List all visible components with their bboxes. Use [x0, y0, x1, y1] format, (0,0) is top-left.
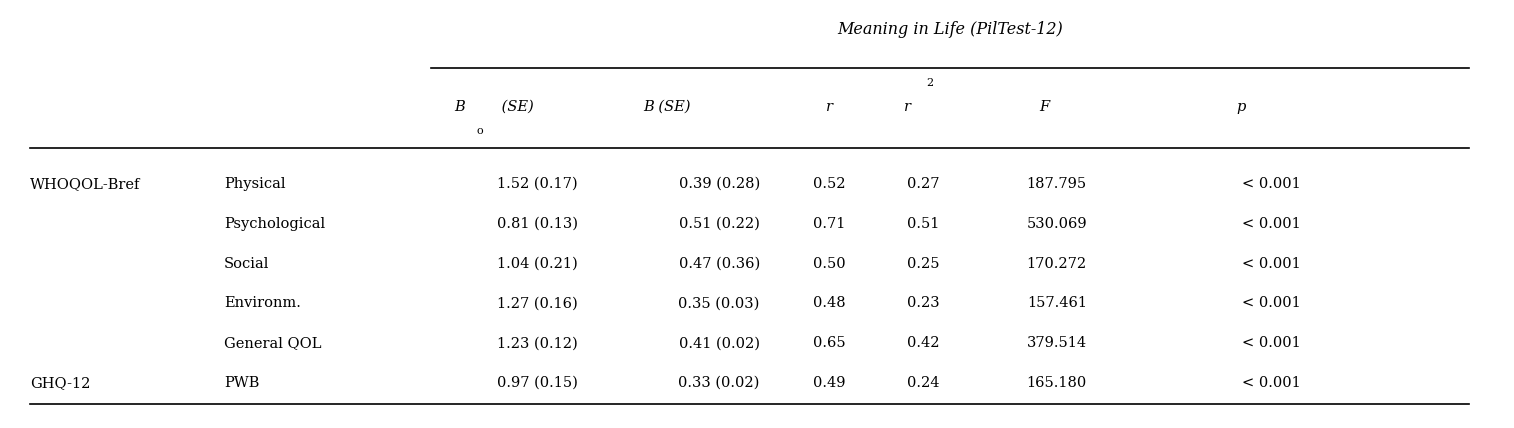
- Text: 1.23 (0.12): 1.23 (0.12): [497, 336, 578, 350]
- Text: Psychological: Psychological: [224, 217, 326, 231]
- Text: 0.51 (0.22): 0.51 (0.22): [678, 217, 760, 231]
- Text: < 0.001: < 0.001: [1243, 297, 1301, 310]
- Text: r: r: [827, 100, 833, 114]
- Text: Meaning in Life (PilTest-12): Meaning in Life (PilTest-12): [837, 21, 1063, 39]
- Text: 1.52 (0.17): 1.52 (0.17): [497, 177, 578, 191]
- Text: Environm.: Environm.: [224, 297, 301, 310]
- Text: < 0.001: < 0.001: [1243, 376, 1301, 390]
- Text: F: F: [1040, 100, 1049, 114]
- Text: 1.04 (0.21): 1.04 (0.21): [497, 257, 578, 270]
- Text: < 0.001: < 0.001: [1243, 217, 1301, 231]
- Text: 0.65: 0.65: [813, 336, 846, 350]
- Text: (SE): (SE): [497, 100, 533, 114]
- Text: PWB: PWB: [224, 376, 259, 390]
- Text: 0.52: 0.52: [813, 177, 846, 191]
- Text: WHOQOL-Bref: WHOQOL-Bref: [30, 177, 141, 191]
- Text: Physical: Physical: [224, 177, 286, 191]
- Text: 157.461: 157.461: [1026, 297, 1087, 310]
- Text: 0.48: 0.48: [813, 297, 846, 310]
- Text: < 0.001: < 0.001: [1243, 177, 1301, 191]
- Text: Social: Social: [224, 257, 269, 270]
- Text: B: B: [454, 100, 465, 114]
- Text: 0.71: 0.71: [813, 217, 846, 231]
- Text: r: r: [904, 100, 911, 114]
- Text: 2: 2: [927, 78, 934, 89]
- Text: 0.25: 0.25: [907, 257, 940, 270]
- Text: 1.27 (0.16): 1.27 (0.16): [497, 297, 578, 310]
- Text: < 0.001: < 0.001: [1243, 336, 1301, 350]
- Text: 0.24: 0.24: [907, 376, 940, 390]
- Text: 170.272: 170.272: [1026, 257, 1087, 270]
- Text: 0.97 (0.15): 0.97 (0.15): [497, 376, 578, 390]
- Text: B (SE): B (SE): [643, 100, 690, 114]
- Text: General QOL: General QOL: [224, 336, 321, 350]
- Text: o: o: [477, 125, 483, 136]
- Text: 0.23: 0.23: [907, 297, 940, 310]
- Text: 0.33 (0.02): 0.33 (0.02): [678, 376, 760, 390]
- Text: GHQ-12: GHQ-12: [30, 376, 91, 390]
- Text: 0.49: 0.49: [813, 376, 846, 390]
- Text: 0.39 (0.28): 0.39 (0.28): [678, 177, 760, 191]
- Text: 0.51: 0.51: [907, 217, 940, 231]
- Text: 0.81 (0.13): 0.81 (0.13): [497, 217, 578, 231]
- Text: 187.795: 187.795: [1026, 177, 1087, 191]
- Text: 530.069: 530.069: [1026, 217, 1087, 231]
- Text: 0.35 (0.03): 0.35 (0.03): [678, 297, 760, 310]
- Text: 0.42: 0.42: [907, 336, 940, 350]
- Text: 0.27: 0.27: [907, 177, 940, 191]
- Text: 0.41 (0.02): 0.41 (0.02): [678, 336, 760, 350]
- Text: 379.514: 379.514: [1026, 336, 1087, 350]
- Text: < 0.001: < 0.001: [1243, 257, 1301, 270]
- Text: p: p: [1237, 100, 1246, 114]
- Text: 0.47 (0.36): 0.47 (0.36): [678, 257, 760, 270]
- Text: 0.50: 0.50: [813, 257, 846, 270]
- Text: 165.180: 165.180: [1026, 376, 1087, 390]
